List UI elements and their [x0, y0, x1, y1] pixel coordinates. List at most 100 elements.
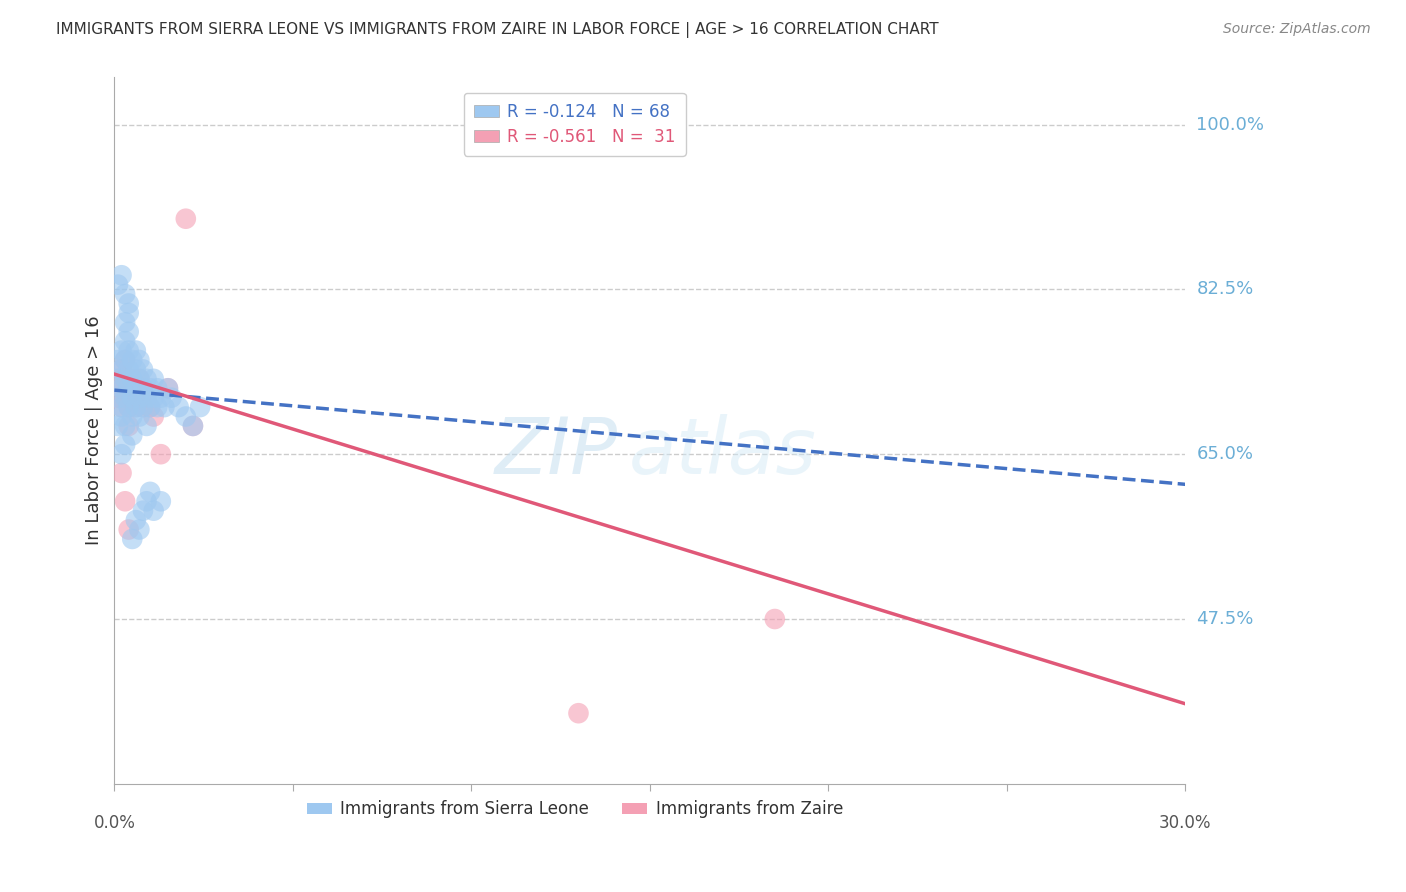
Point — [128, 372, 150, 386]
Text: atlas: atlas — [628, 414, 817, 490]
Point — [118, 400, 141, 414]
Text: 100.0%: 100.0% — [1197, 116, 1264, 134]
Point — [146, 400, 169, 414]
Point — [110, 400, 132, 414]
Text: 47.5%: 47.5% — [1197, 610, 1254, 628]
Point — [125, 400, 148, 414]
Point — [114, 494, 136, 508]
Point — [121, 372, 143, 386]
Point — [139, 400, 162, 414]
Point — [121, 391, 143, 405]
Point — [121, 353, 143, 368]
Point — [118, 381, 141, 395]
Point — [118, 343, 141, 358]
Point — [110, 362, 132, 376]
Point — [146, 381, 169, 395]
Point — [142, 372, 165, 386]
Point — [149, 447, 172, 461]
Point — [160, 391, 183, 405]
Point — [135, 391, 157, 405]
Point — [121, 532, 143, 546]
Point — [139, 484, 162, 499]
Point — [110, 400, 132, 414]
Point — [114, 438, 136, 452]
Point — [128, 353, 150, 368]
Point — [139, 400, 162, 414]
Point — [181, 419, 204, 434]
Point — [132, 381, 155, 395]
Point — [156, 381, 179, 395]
Text: 65.0%: 65.0% — [1197, 445, 1254, 463]
Point — [125, 381, 148, 395]
Point — [132, 381, 155, 395]
Point — [156, 381, 179, 395]
Point — [135, 494, 157, 508]
Y-axis label: In Labor Force | Age > 16: In Labor Force | Age > 16 — [86, 316, 103, 545]
Point — [135, 391, 157, 405]
Point — [121, 372, 143, 386]
Point — [128, 391, 150, 405]
Point — [132, 504, 155, 518]
Point — [118, 296, 141, 310]
Point — [110, 381, 132, 395]
Text: 0.0%: 0.0% — [93, 814, 135, 832]
Point — [110, 362, 132, 376]
Point — [107, 277, 129, 292]
Point — [107, 419, 129, 434]
Point — [110, 409, 132, 424]
Point — [153, 400, 176, 414]
Point — [142, 391, 165, 405]
Point — [167, 400, 190, 414]
Text: 82.5%: 82.5% — [1197, 280, 1254, 298]
Point — [188, 400, 211, 414]
Text: 30.0%: 30.0% — [1159, 814, 1212, 832]
Point — [121, 428, 143, 442]
Point — [125, 400, 148, 414]
Point — [110, 447, 132, 461]
Point — [118, 400, 141, 414]
Point — [110, 466, 132, 480]
Point — [128, 409, 150, 424]
Point — [567, 706, 589, 721]
Point — [149, 494, 172, 508]
Point — [118, 381, 141, 395]
Point — [107, 372, 129, 386]
Point — [114, 334, 136, 348]
Point — [149, 391, 172, 405]
Point — [128, 523, 150, 537]
Point — [125, 513, 148, 527]
Point — [125, 362, 148, 376]
Point — [110, 343, 132, 358]
Point — [121, 391, 143, 405]
Legend: Immigrants from Sierra Leone, Immigrants from Zaire: Immigrants from Sierra Leone, Immigrants… — [299, 794, 849, 825]
Point — [125, 381, 148, 395]
Point — [125, 343, 148, 358]
Point — [107, 353, 129, 368]
Point — [118, 325, 141, 339]
Point — [107, 391, 129, 405]
Point — [118, 419, 141, 434]
Point — [114, 391, 136, 405]
Point — [128, 391, 150, 405]
Point — [114, 372, 136, 386]
Point — [114, 287, 136, 301]
Point — [110, 381, 132, 395]
Point — [114, 315, 136, 329]
Point — [142, 504, 165, 518]
Point — [139, 381, 162, 395]
Point — [107, 391, 129, 405]
Point — [121, 409, 143, 424]
Point — [114, 372, 136, 386]
Point — [181, 419, 204, 434]
Point — [174, 211, 197, 226]
Point — [128, 372, 150, 386]
Point — [174, 409, 197, 424]
Point — [118, 306, 141, 320]
Point — [135, 419, 157, 434]
Point — [110, 268, 132, 283]
Point — [114, 419, 136, 434]
Point — [107, 372, 129, 386]
Point — [763, 612, 786, 626]
Point — [118, 362, 141, 376]
Point — [114, 391, 136, 405]
